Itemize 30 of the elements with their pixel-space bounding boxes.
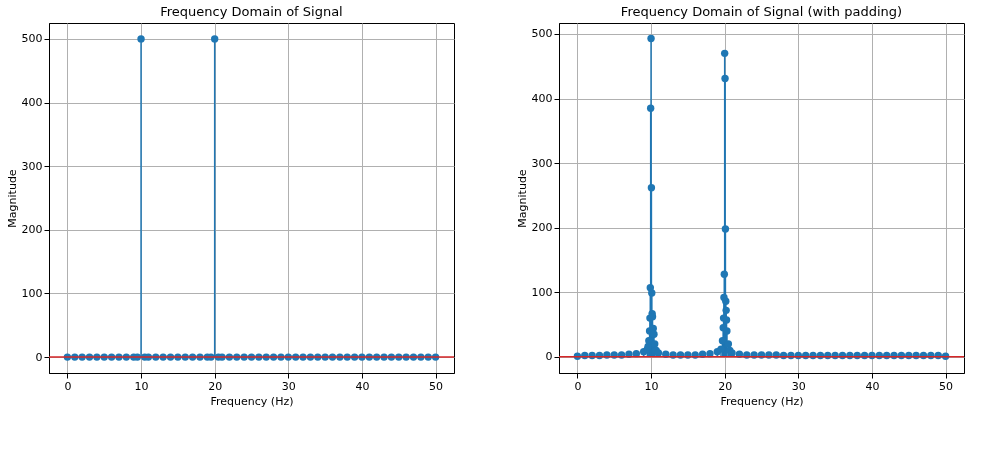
x-tick-label: 50	[429, 379, 444, 393]
x-axis-title: Frequency (Hz)	[720, 394, 804, 408]
chart-title: Frequency Domain of Signal	[160, 4, 343, 19]
x-tick-label: 10	[134, 379, 149, 393]
y-tick-label: 100	[531, 285, 553, 299]
y-tick-label: 400	[531, 92, 553, 106]
x-tick-label: 10	[644, 379, 659, 393]
x-axis-title: Frequency (Hz)	[210, 394, 294, 408]
y-tick-label: 400	[21, 96, 43, 110]
x-tick-label: 30	[791, 379, 806, 393]
y-tick-label: 100	[21, 286, 43, 300]
y-tick-label: 500	[21, 32, 43, 46]
y-tick-label: 300	[21, 159, 43, 173]
y-tick-label: 500	[531, 27, 553, 41]
chart-title: Frequency Domain of Signal (with padding)	[620, 4, 903, 19]
y-axis-title: Magnitude	[5, 169, 19, 228]
y-tick-label: 300	[531, 156, 553, 170]
x-tick-label: 40	[355, 379, 370, 393]
x-tick-label: 0	[64, 379, 72, 393]
y-tick-label: 200	[21, 223, 43, 237]
y-axis-title: Magnitude	[515, 169, 529, 228]
x-tick-label: 30	[281, 379, 296, 393]
y-tick-label: 200	[531, 221, 553, 235]
x-tick-label: 20	[718, 379, 733, 393]
y-tick-label: 0	[545, 350, 553, 364]
x-tick-label: 50	[939, 379, 954, 393]
x-tick-label: 40	[865, 379, 880, 393]
y-tick-label: 0	[35, 350, 43, 364]
x-tick-label: 20	[208, 379, 223, 393]
x-tick-label: 0	[574, 379, 582, 393]
